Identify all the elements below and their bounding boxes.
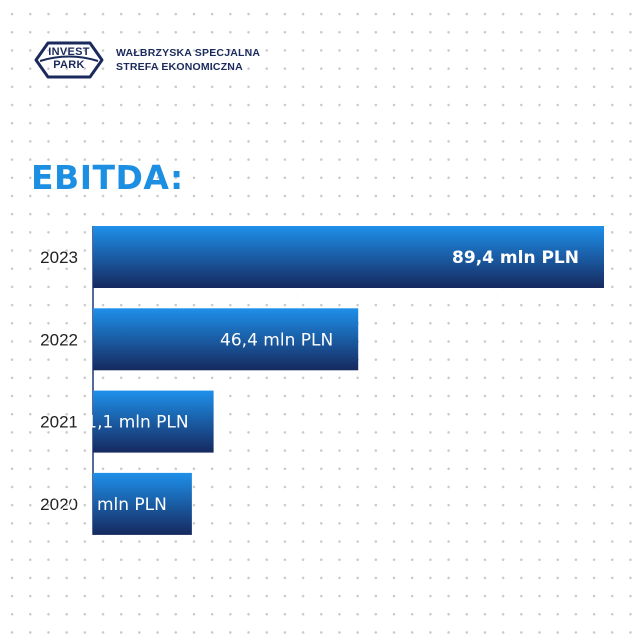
bar-2021 (93, 390, 214, 453)
data-label-2023: 89,4 mln PLN (452, 248, 579, 268)
chart-title: EBITDA: (31, 158, 184, 197)
category-label-2023: 2023 (40, 248, 78, 267)
category-label-2022: 2022 (40, 330, 78, 349)
category-label-2020: 2020 (40, 495, 78, 514)
organization-name-line-1: WAŁBRZYSKA SPECJALNA (116, 47, 261, 59)
category-label-2021: 2021 (40, 413, 78, 432)
header: INVEST PARK WAŁBRZYSKA SPECJALNA STREFA … (30, 36, 260, 84)
logo-text-park: PARK (53, 59, 85, 71)
bar-2020 (93, 472, 192, 535)
logo-text-invest: INVEST (48, 46, 90, 58)
invest-park-logo: INVEST PARK (30, 36, 108, 84)
bar-2023 (93, 226, 604, 288)
data-label-2021: 21,1 mln PLN (75, 413, 188, 433)
logo-emblem (34, 41, 104, 79)
organization-name-line-2: STREFA EKONOMICZNA (116, 61, 243, 73)
bar-2022 (93, 308, 359, 371)
data-label-2022: 46,4 mln PLN (220, 330, 333, 350)
data-label-2020: 17,3 mln PLN (54, 495, 167, 515)
organization-name: WAŁBRZYSKA SPECJALNA STREFA EKONOMICZNA (116, 46, 260, 74)
